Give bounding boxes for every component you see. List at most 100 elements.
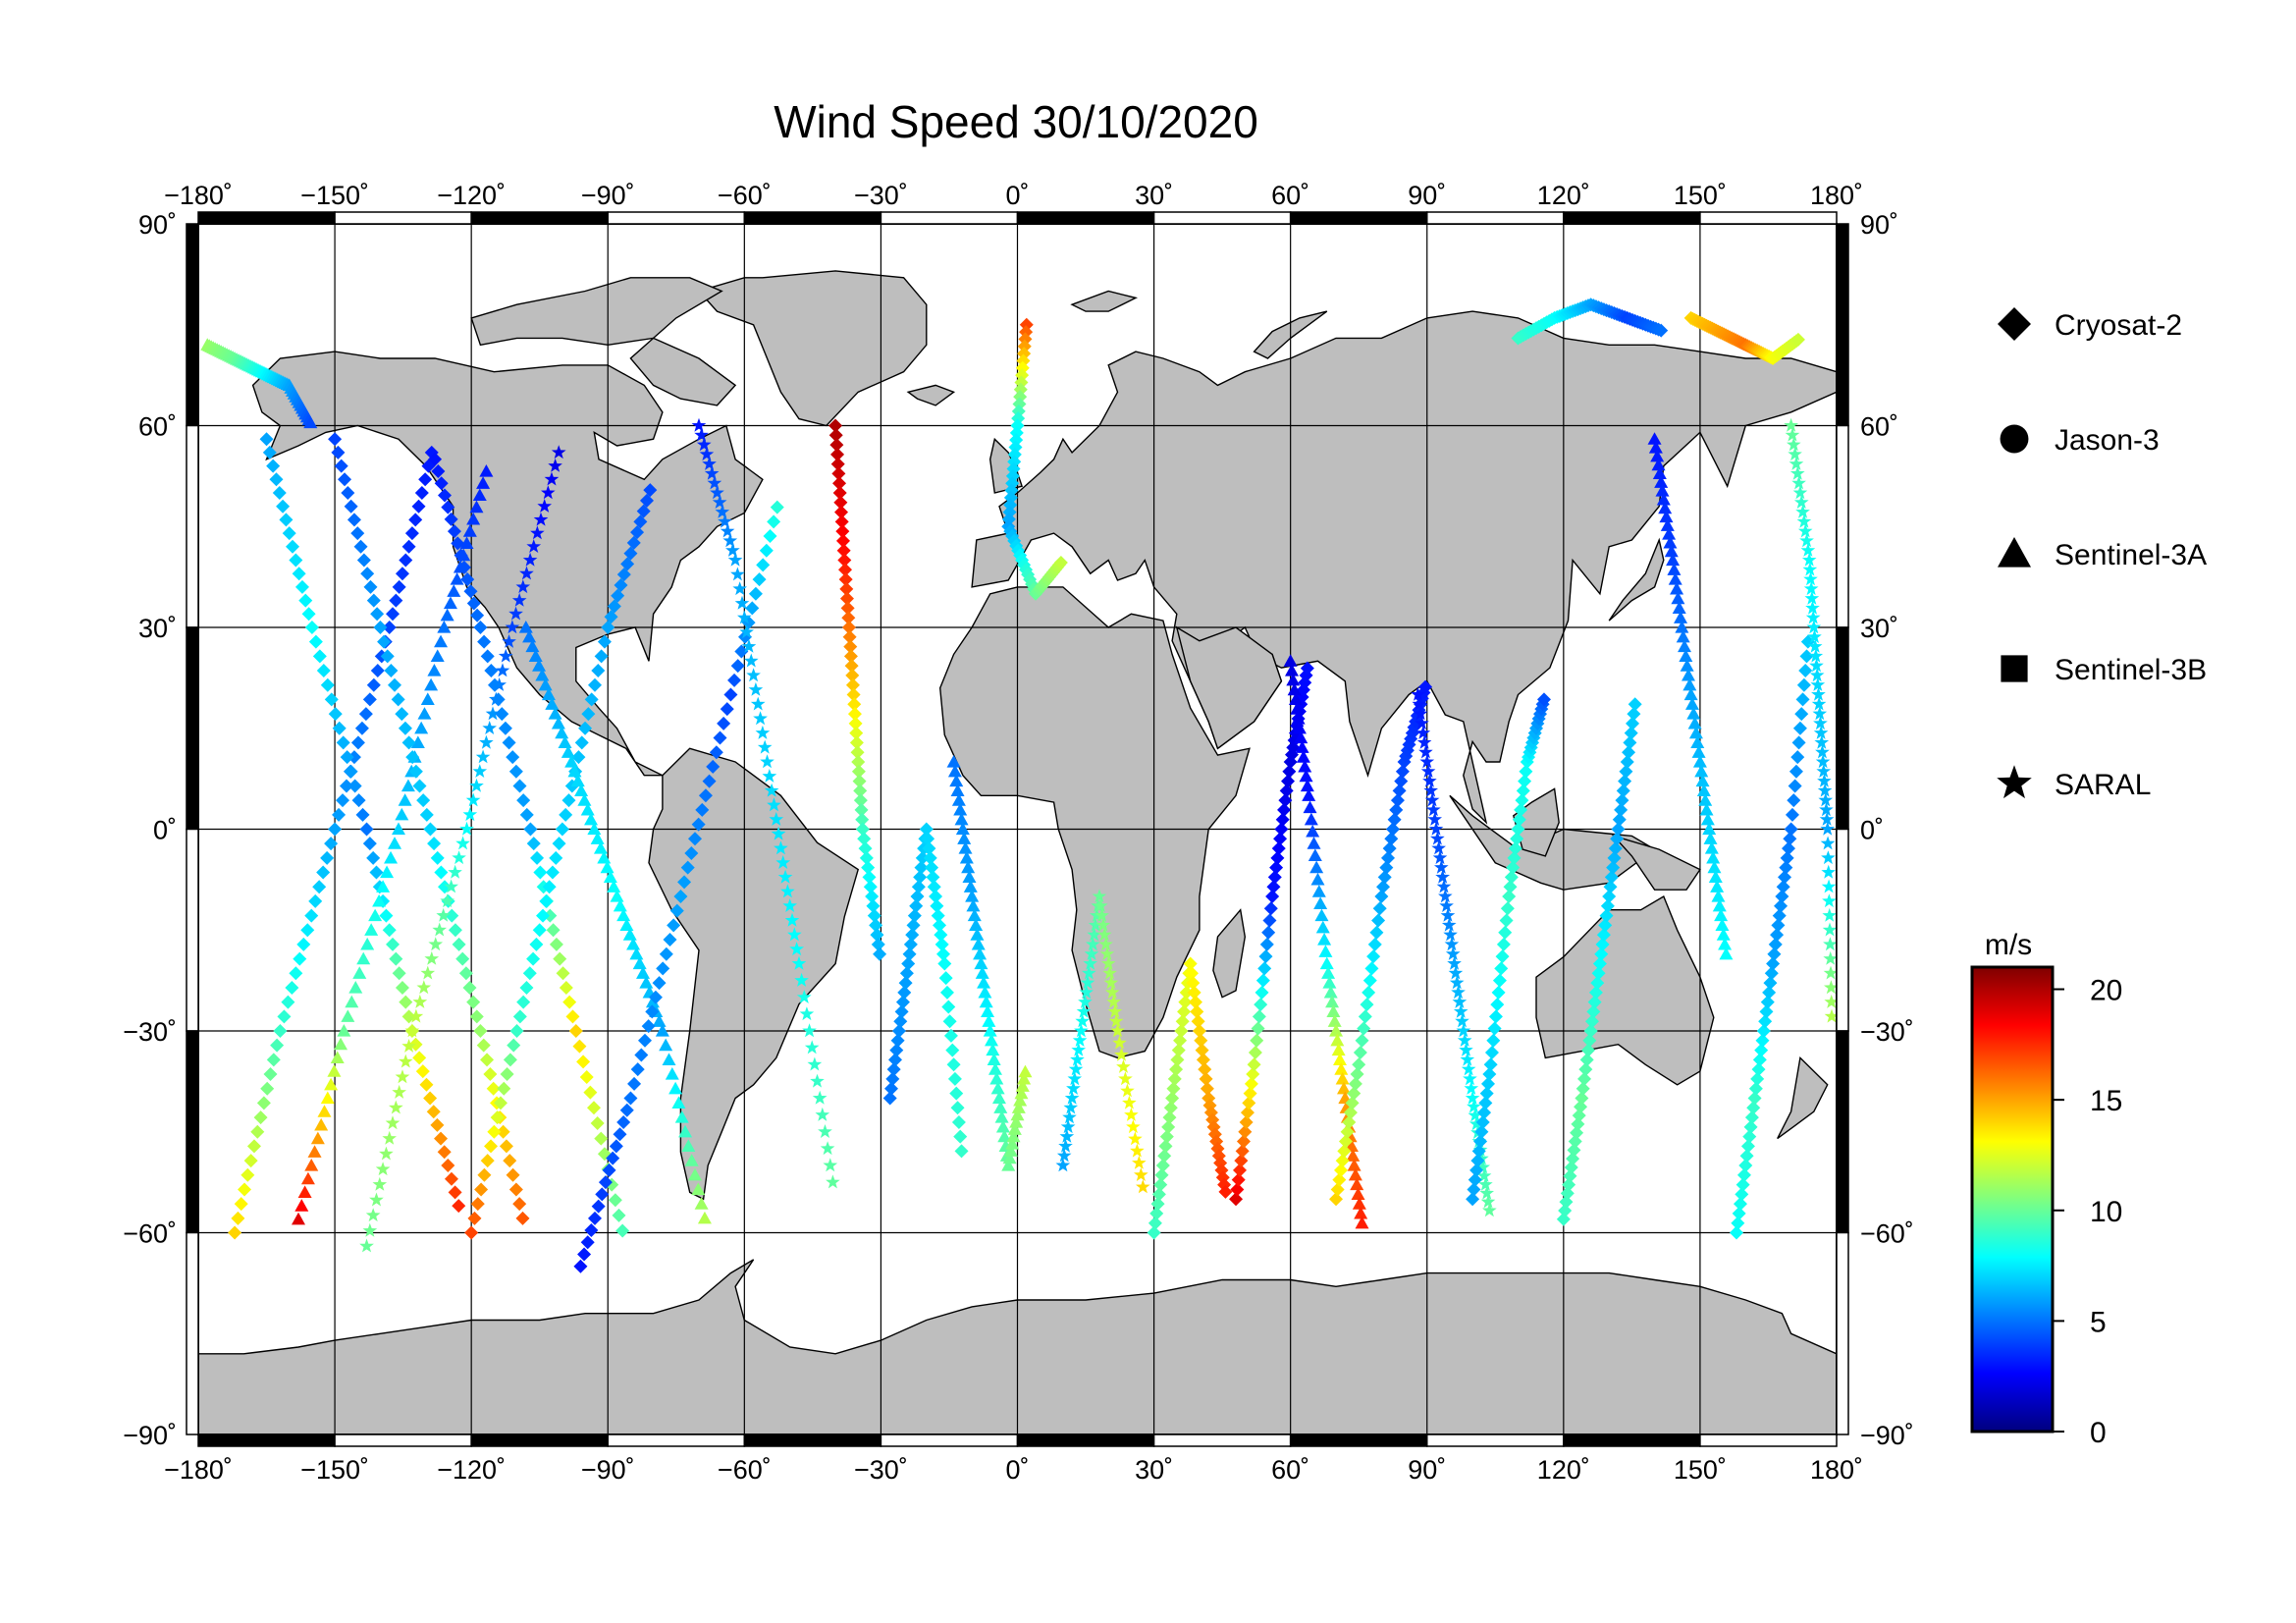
track-point bbox=[532, 923, 547, 938]
track-point bbox=[438, 488, 453, 503]
track-point bbox=[1706, 850, 1721, 864]
track-point bbox=[281, 995, 295, 1009]
track-point bbox=[552, 837, 566, 851]
track-point bbox=[1719, 947, 1734, 960]
frame-segment bbox=[186, 223, 199, 427]
track-point bbox=[1819, 802, 1834, 817]
track bbox=[200, 338, 318, 429]
track-point bbox=[497, 1081, 511, 1096]
track-point bbox=[836, 543, 851, 558]
track bbox=[1647, 432, 1734, 960]
track-point bbox=[266, 459, 281, 473]
track-point bbox=[759, 543, 774, 558]
track-point bbox=[536, 908, 551, 923]
track-point bbox=[1336, 1081, 1351, 1095]
track-point bbox=[1149, 1206, 1164, 1220]
track-point bbox=[607, 599, 621, 614]
track-point bbox=[1556, 1212, 1571, 1226]
track-point bbox=[392, 966, 406, 981]
track-point bbox=[885, 1071, 900, 1086]
track-point bbox=[1278, 793, 1293, 808]
track-point bbox=[484, 664, 499, 678]
track-point bbox=[1348, 1167, 1362, 1181]
track-point bbox=[1438, 889, 1453, 903]
track-point bbox=[853, 793, 868, 808]
track-point bbox=[473, 621, 488, 634]
track-point bbox=[405, 750, 420, 765]
track-point bbox=[507, 1038, 521, 1053]
track-point bbox=[454, 548, 468, 563]
track-point bbox=[523, 822, 538, 837]
track-point bbox=[1479, 1086, 1494, 1101]
track-point bbox=[551, 716, 565, 730]
track-point bbox=[1735, 1187, 1749, 1202]
track-point bbox=[1451, 985, 1466, 1000]
track-point bbox=[499, 1139, 513, 1154]
track-point bbox=[398, 721, 412, 735]
track-point bbox=[360, 937, 375, 950]
track-point bbox=[1616, 784, 1630, 798]
track-point bbox=[989, 1071, 1004, 1085]
track-point bbox=[1600, 898, 1615, 913]
track-point bbox=[1258, 949, 1273, 964]
track-point bbox=[561, 745, 575, 758]
track-point bbox=[564, 755, 579, 768]
track-point bbox=[1448, 965, 1464, 980]
track-point bbox=[1296, 750, 1310, 763]
track-point bbox=[1742, 1129, 1757, 1144]
track-point bbox=[1704, 841, 1719, 854]
track-point bbox=[549, 937, 563, 951]
track-point bbox=[1319, 956, 1334, 970]
frame-segment bbox=[1836, 1231, 1849, 1435]
track-point bbox=[1473, 1134, 1488, 1149]
track-point bbox=[1418, 744, 1433, 759]
track-point bbox=[893, 1014, 908, 1029]
track-point bbox=[1346, 1149, 1361, 1162]
track-point bbox=[363, 579, 378, 594]
track-point bbox=[303, 415, 318, 429]
x-tick-label-bottom: 60˚ bbox=[1271, 1455, 1309, 1485]
track-point bbox=[1626, 716, 1640, 730]
legend-label: SARAL bbox=[2055, 769, 2151, 801]
track-point bbox=[1190, 1004, 1204, 1019]
track-point bbox=[1482, 1067, 1497, 1082]
track-point bbox=[1348, 1076, 1362, 1091]
track-point bbox=[1186, 976, 1201, 991]
track-point bbox=[597, 634, 612, 649]
track-point bbox=[505, 620, 520, 634]
track-point bbox=[850, 745, 865, 760]
track-point bbox=[1175, 1014, 1190, 1029]
track-point bbox=[1686, 707, 1701, 720]
track-point bbox=[401, 1009, 416, 1024]
track-point bbox=[1652, 466, 1667, 480]
track-point bbox=[1703, 832, 1718, 844]
track-point bbox=[427, 664, 442, 676]
track-point bbox=[1343, 1106, 1358, 1120]
track-point bbox=[986, 1043, 1000, 1056]
track-point bbox=[1482, 1203, 1497, 1217]
track-point bbox=[1078, 994, 1093, 1008]
track-point bbox=[1606, 860, 1621, 875]
track-point bbox=[256, 1096, 271, 1110]
track-point bbox=[1712, 898, 1727, 912]
track-point bbox=[1017, 1071, 1032, 1085]
track-point bbox=[1102, 965, 1117, 980]
track-point bbox=[519, 566, 534, 580]
track-point bbox=[518, 621, 533, 633]
map-panel: −180˚ −180˚ −150˚ −150˚ −120˚ −120˚ −90˚ −90˚ −6… bbox=[123, 181, 1914, 1485]
track-point bbox=[734, 644, 749, 659]
frame-segment bbox=[880, 1434, 1019, 1447]
track-point bbox=[246, 1139, 261, 1154]
x-tick-label-bottom: −150˚ bbox=[300, 1455, 369, 1485]
track-point bbox=[1464, 1081, 1479, 1095]
track-point bbox=[639, 493, 654, 508]
track-point bbox=[324, 1077, 339, 1091]
track-point bbox=[843, 639, 858, 654]
track-point bbox=[533, 865, 548, 880]
track-point bbox=[404, 1023, 420, 1038]
land-borneo bbox=[1512, 787, 1560, 857]
track-point bbox=[392, 1084, 406, 1099]
track-point bbox=[1474, 1124, 1489, 1139]
track-point bbox=[957, 832, 972, 844]
track-point bbox=[538, 677, 553, 691]
